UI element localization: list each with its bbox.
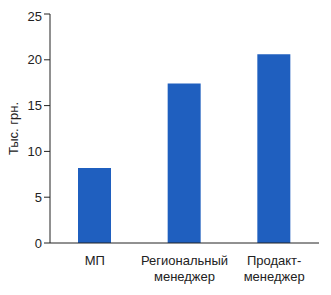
svg-text:15: 15 <box>28 98 42 113</box>
svg-text:Региональныйменеджер: Региональныйменеджер <box>141 253 228 284</box>
svg-text:МП: МП <box>85 253 105 268</box>
svg-text:Тыс. грн.: Тыс. грн. <box>8 102 21 155</box>
svg-text:0: 0 <box>35 236 42 251</box>
svg-text:Продакт-менеджер: Продакт-менеджер <box>244 253 305 284</box>
svg-text:5: 5 <box>35 190 42 205</box>
svg-text:10: 10 <box>28 144 42 159</box>
svg-text:20: 20 <box>28 52 42 67</box>
svg-text:25: 25 <box>28 9 42 24</box>
